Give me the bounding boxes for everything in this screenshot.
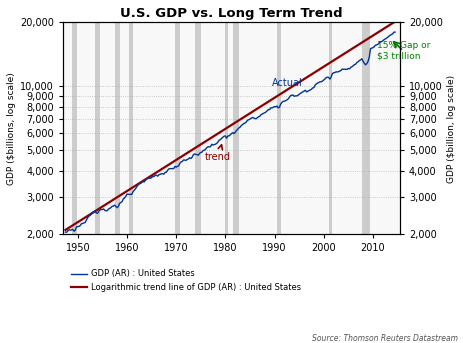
Bar (115, 23, 119, 234)
Line: Logarithmic trend line of GDP (AR) : United States: Logarithmic trend line of GDP (AR) : Uni… (65, 22, 395, 230)
Bar (362, 23, 370, 234)
GDP (AR) : United States: (1.99e+03, 7.97e+03): United States: (1.99e+03, 7.97e+03) (277, 105, 282, 109)
Logarithmic trend line of GDP (AR) : United States: (1.97e+03, 4.76e+03): United States: (1.97e+03, 4.76e+03) (182, 153, 188, 157)
GDP (AR) : United States: (1.99e+03, 7.46e+03): United States: (1.99e+03, 7.46e+03) (261, 111, 266, 115)
Text: Source: Thomson Reuters Datastream: Source: Thomson Reuters Datastream (313, 334, 458, 343)
Bar (233, 23, 239, 234)
Text: 15% Gap or
$3 trillion: 15% Gap or $3 trillion (377, 41, 430, 61)
Legend: GDP (AR) : United States, Logarithmic trend line of GDP (AR) : United States: GDP (AR) : United States, Logarithmic tr… (67, 266, 305, 295)
Title: U.S. GDP vs. Long Term Trend: U.S. GDP vs. Long Term Trend (120, 7, 343, 20)
Logarithmic trend line of GDP (AR) : United States: (1.99e+03, 8.11e+03): United States: (1.99e+03, 8.11e+03) (259, 104, 265, 108)
Y-axis label: GDP ($billion, log scale): GDP ($billion, log scale) (447, 74, 456, 182)
Bar (72, 23, 76, 234)
Bar (95, 23, 100, 234)
Bar (277, 23, 281, 234)
Logarithmic trend line of GDP (AR) : United States: (2.01e+03, 2.02e+04): United States: (2.01e+03, 2.02e+04) (392, 20, 398, 24)
Bar (175, 23, 180, 234)
GDP (AR) : United States: (1.97e+03, 4.47e+03): United States: (1.97e+03, 4.47e+03) (183, 158, 189, 163)
Logarithmic trend line of GDP (AR) : United States: (1.95e+03, 2.51e+03): United States: (1.95e+03, 2.51e+03) (88, 212, 94, 216)
Bar (329, 23, 332, 234)
Logarithmic trend line of GDP (AR) : United States: (1.99e+03, 9.05e+03): United States: (1.99e+03, 9.05e+03) (275, 93, 281, 97)
GDP (AR) : United States: (1.95e+03, 2.27e+03): United States: (1.95e+03, 2.27e+03) (81, 221, 87, 225)
GDP (AR) : United States: (1.95e+03, 2.05e+03): United States: (1.95e+03, 2.05e+03) (63, 230, 68, 234)
Logarithmic trend line of GDP (AR) : United States: (1.95e+03, 2.1e+03): United States: (1.95e+03, 2.1e+03) (63, 228, 68, 232)
Text: trend: trend (205, 145, 231, 162)
GDP (AR) : United States: (1.95e+03, 2.54e+03): United States: (1.95e+03, 2.54e+03) (90, 210, 95, 214)
GDP (AR) : United States: (1.96e+03, 2.64e+03): United States: (1.96e+03, 2.64e+03) (106, 207, 111, 211)
GDP (AR) : United States: (1.95e+03, 2.05e+03): United States: (1.95e+03, 2.05e+03) (64, 230, 69, 234)
GDP (AR) : United States: (2.01e+03, 1.8e+04): United States: (2.01e+03, 1.8e+04) (392, 30, 398, 34)
Logarithmic trend line of GDP (AR) : United States: (1.95e+03, 2.36e+03): United States: (1.95e+03, 2.36e+03) (80, 217, 86, 221)
Text: Actual: Actual (272, 78, 303, 88)
Bar (130, 23, 133, 234)
Logarithmic trend line of GDP (AR) : United States: (1.96e+03, 2.8e+03): United States: (1.96e+03, 2.8e+03) (105, 201, 110, 205)
Y-axis label: GDP ($billions, log scale): GDP ($billions, log scale) (7, 72, 16, 185)
Bar (225, 23, 228, 234)
Bar (194, 23, 201, 234)
Line: GDP (AR) : United States: GDP (AR) : United States (65, 32, 395, 232)
